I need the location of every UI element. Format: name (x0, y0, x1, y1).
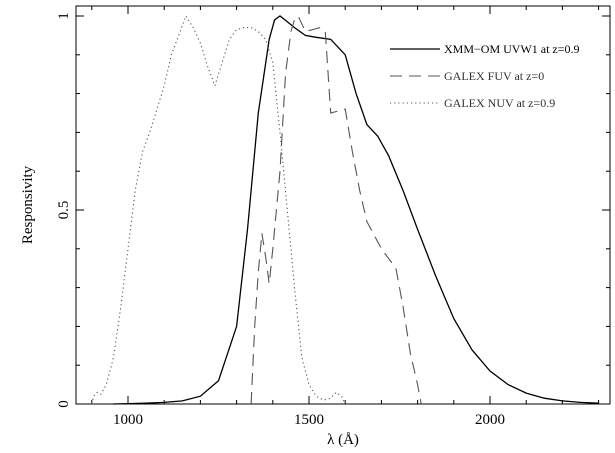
axis-ticks (76, 6, 610, 405)
x-tick-label: 1000 (113, 412, 143, 428)
y-tick-label: 1 (56, 12, 72, 20)
y-tick-label: 0 (56, 400, 72, 408)
x-tick-label: 1500 (294, 412, 324, 428)
legend-label: GALEX NUV at z=0.9 (444, 96, 555, 110)
x-axis-label: λ (Å) (327, 432, 359, 448)
y-tick-label: 0.5 (56, 201, 72, 220)
series-lines (91, 14, 599, 405)
legend-label: XMM−OM UVW1 at z=0.9 (444, 42, 580, 56)
legend-label: GALEX FUV at z=0 (444, 69, 544, 83)
series-line-solid (113, 15, 599, 405)
series-line-dashed (250, 15, 422, 405)
tick-labels: 1000 1500 2000 0 0.5 1 (56, 12, 505, 428)
x-tick-label: 2000 (475, 412, 505, 428)
legend: XMM−OM UVW1 at z=0.9 GALEX FUV at z=0 GALE… (390, 42, 580, 110)
series-line-dotted (91, 14, 346, 405)
plot-frame (75, 5, 611, 405)
y-axis-label: Responsivity (20, 165, 36, 244)
